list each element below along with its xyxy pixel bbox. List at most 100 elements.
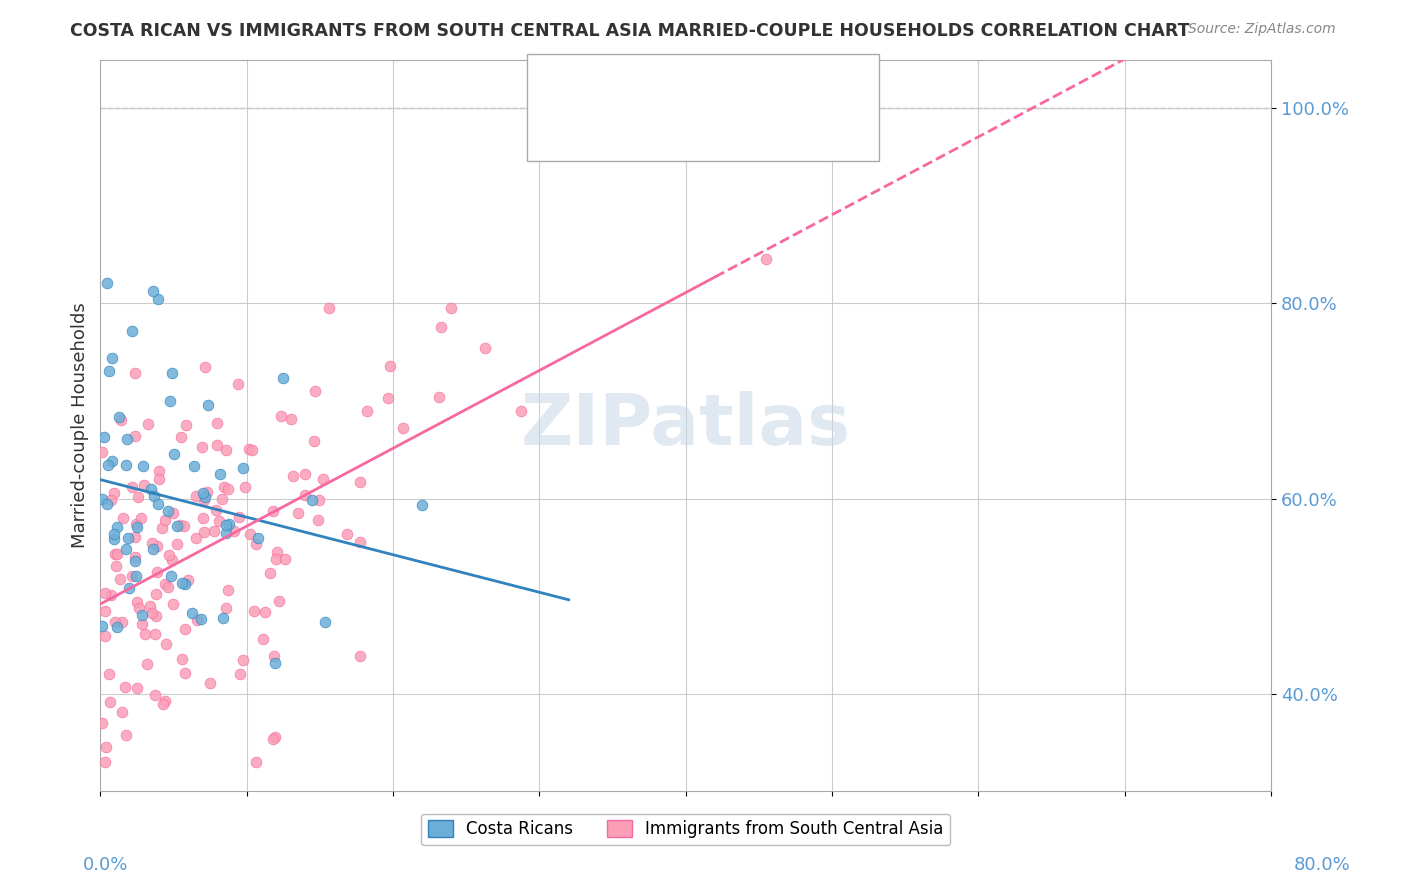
Point	[98, 695, 121, 709]
Point	[197, 398, 219, 412]
Point	[294, 467, 316, 482]
Point	[217, 482, 239, 496]
Point	[124, 531, 146, 545]
Point	[262, 504, 284, 518]
Point	[142, 541, 165, 556]
Point	[181, 606, 204, 620]
Point	[104, 615, 127, 630]
Point	[232, 460, 254, 475]
Point	[271, 370, 294, 384]
Point	[124, 554, 146, 568]
Point	[215, 442, 238, 457]
Point	[228, 509, 250, 524]
Point	[143, 688, 166, 702]
Point	[118, 581, 141, 595]
Point	[114, 728, 136, 742]
Point	[134, 627, 156, 641]
Point	[104, 559, 127, 574]
Point	[152, 697, 174, 711]
Text: COSTA RICAN VS IMMIGRANTS FROM SOUTH CENTRAL ASIA MARRIED-COUPLE HOUSEHOLDS CORR: COSTA RICAN VS IMMIGRANTS FROM SOUTH CEN…	[70, 22, 1189, 40]
Point	[132, 459, 155, 474]
Point	[264, 656, 287, 670]
Text: 0.0%: 0.0%	[83, 855, 128, 873]
Point	[96, 497, 118, 511]
Point	[231, 653, 253, 667]
Point	[228, 667, 250, 681]
Point	[243, 604, 266, 618]
Point	[173, 519, 195, 533]
Point	[280, 412, 302, 426]
Point	[474, 341, 496, 355]
Point	[184, 532, 207, 546]
Text: R =  0.451   N = 141: R = 0.451 N = 141	[605, 118, 778, 136]
Point	[222, 524, 245, 539]
Point	[314, 615, 336, 629]
Point	[212, 479, 235, 493]
Point	[157, 548, 180, 562]
Text: R = -0.079   N = 57: R = -0.079 N = 57	[605, 87, 768, 104]
Point	[125, 595, 148, 609]
Point	[104, 547, 127, 561]
Point	[128, 601, 150, 615]
Point	[93, 586, 115, 600]
Point	[204, 502, 226, 516]
Point	[233, 480, 256, 494]
Point	[110, 615, 132, 629]
Point	[159, 569, 181, 583]
Point	[125, 516, 148, 531]
Point	[110, 572, 132, 586]
Point	[136, 417, 159, 431]
Point	[131, 617, 153, 632]
Point	[174, 418, 197, 433]
Point	[110, 705, 132, 719]
Point	[170, 652, 193, 666]
Point	[190, 612, 212, 626]
Point	[195, 484, 218, 499]
Point	[143, 489, 166, 503]
Point	[169, 518, 191, 533]
Point	[163, 447, 186, 461]
Point	[96, 276, 118, 290]
Point	[274, 551, 297, 566]
Point	[146, 539, 169, 553]
Point	[131, 607, 153, 622]
Point	[98, 364, 121, 378]
Point	[205, 438, 228, 452]
Point	[125, 519, 148, 533]
Point	[349, 534, 371, 549]
Point	[143, 627, 166, 641]
Point	[215, 517, 238, 532]
Point	[252, 632, 274, 647]
Point	[239, 526, 262, 541]
Point	[186, 613, 208, 627]
Point	[127, 490, 149, 504]
Point	[755, 252, 778, 266]
Point	[100, 588, 122, 602]
Point	[132, 478, 155, 492]
Point	[93, 604, 115, 618]
Point	[262, 732, 284, 747]
Point	[194, 360, 217, 375]
Point	[162, 507, 184, 521]
Point	[121, 325, 143, 339]
Point	[125, 569, 148, 583]
Point	[312, 472, 335, 486]
Point	[254, 605, 277, 619]
Point	[153, 577, 176, 591]
Point	[141, 536, 163, 550]
Point	[117, 531, 139, 545]
Point	[90, 492, 112, 507]
Point	[377, 391, 399, 405]
Point	[391, 421, 413, 435]
Point	[245, 536, 267, 550]
Point	[214, 526, 236, 541]
Point	[173, 623, 195, 637]
Point	[198, 675, 221, 690]
Point	[121, 481, 143, 495]
Point	[157, 580, 180, 594]
Point	[139, 599, 162, 614]
Point	[139, 482, 162, 496]
Text: 80.0%: 80.0%	[1294, 855, 1350, 873]
Point	[97, 667, 120, 681]
Point	[100, 492, 122, 507]
